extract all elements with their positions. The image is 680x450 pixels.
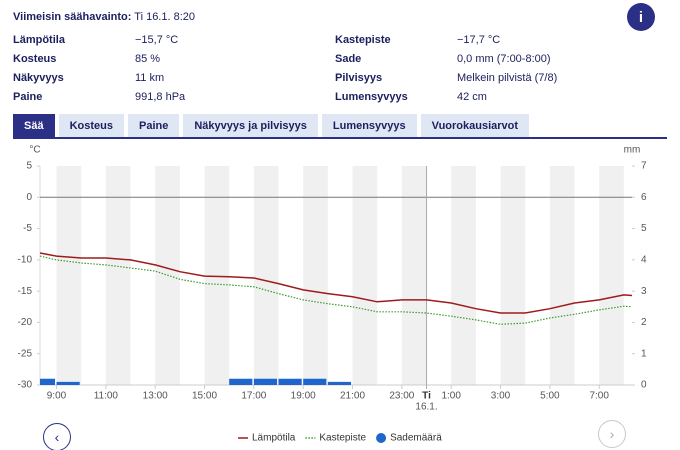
x-tick-label: 21:00 <box>340 391 365 402</box>
x-tick-label: 7:00 <box>589 391 609 402</box>
info-button[interactable]: i <box>627 3 655 31</box>
observation-value: 991,8 hPa <box>135 91 186 103</box>
series-line <box>39 252 633 314</box>
tab[interactable]: Lumensyvyys <box>321 114 417 137</box>
rain-bar <box>253 378 278 385</box>
x-tick-label: 1:00 <box>441 391 461 402</box>
observation-label: Paine <box>13 91 43 103</box>
y-tick-label: -5 <box>23 223 32 234</box>
hour-stripe <box>549 166 575 385</box>
y2-tick-label: 3 <box>641 286 647 297</box>
tab[interactable]: Kosteus <box>58 114 124 137</box>
tab[interactable]: Sää <box>13 114 55 137</box>
y-tick-label: -30 <box>18 380 33 391</box>
x-tick-label: 17:00 <box>241 391 266 402</box>
observation-value: Melkein pilvistä (7/8) <box>457 72 558 84</box>
y2-tick-label: 5 <box>641 223 647 234</box>
y-tick-label: -15 <box>18 286 33 297</box>
observation-label: Kastepiste <box>335 34 391 46</box>
tabs: Sää Kosteus Paine Näkyvyys ja pilvisyys Lume… <box>13 114 667 139</box>
y2-tick-label: 6 <box>641 192 647 203</box>
y-tick-label: 5 <box>26 161 32 172</box>
x-tick-label: 15:00 <box>192 391 217 402</box>
hour-stripe <box>352 166 378 385</box>
tab[interactable]: Vuorokausiarvot <box>420 114 530 137</box>
observation-label: Kosteus <box>13 53 57 65</box>
y2-tick-label: 2 <box>641 317 647 328</box>
observation-label: Näkyvyys <box>13 72 64 84</box>
rain-bar <box>278 378 302 385</box>
observation-value: 85 % <box>135 53 161 65</box>
y-tick-label: 0 <box>26 192 32 203</box>
hour-stripe <box>56 166 82 385</box>
chart: °C mm -30 -25 -20 -15 -10 -5 0 5 0 1 2 3 4 5 6 7 9:00 11:… <box>18 145 647 444</box>
y2-tick-label: 1 <box>641 348 647 359</box>
y-tick-label: -25 <box>18 348 33 359</box>
x-tick-label: 19:00 <box>291 391 316 402</box>
rain-bar <box>303 378 327 385</box>
tab[interactable]: Paine <box>127 114 180 137</box>
legend-label: Kastepiste <box>319 433 366 444</box>
hour-stripe <box>253 166 279 385</box>
header-time: Ti 16.1. 8:20 <box>134 11 196 23</box>
y-tick-label: -10 <box>18 254 33 265</box>
rain-bar <box>40 378 56 385</box>
x-tick-sublabel: 16.1. <box>415 402 437 413</box>
y-axis-unit: °C <box>29 145 40 156</box>
header-label: Viimeisin säähavainto: <box>13 11 132 23</box>
x-tick-label: 5:00 <box>540 391 560 402</box>
hour-stripe <box>401 166 427 385</box>
y2-tick-label: 7 <box>641 161 647 172</box>
observation-value: 42 cm <box>457 91 487 103</box>
observation-label: Lämpötila <box>13 34 65 46</box>
legend-label: Sademäärä <box>390 433 442 444</box>
x-tick-label: 23:00 <box>389 391 414 402</box>
x-tick-label: 3:00 <box>491 391 511 402</box>
header: Viimeisin säähavainto: Ti 16.1. 8:20 <box>13 11 195 23</box>
tab[interactable]: Näkyvyys ja pilvisyys <box>183 114 318 137</box>
y2-tick-label: 0 <box>641 380 647 391</box>
x-tick-label: 13:00 <box>143 391 168 402</box>
observation-value: 0,0 mm (7:00-8:00) <box>457 53 551 65</box>
observation-label: Pilvisyys <box>335 72 383 84</box>
observation-label: Lumensyvyys <box>335 91 408 103</box>
next-button[interactable]: › <box>598 420 626 448</box>
observation-value: 11 km <box>135 72 165 84</box>
y2-tick-label: 4 <box>641 254 647 265</box>
legend-swatch <box>376 433 387 443</box>
observation-value: −17,7 °C <box>457 34 501 46</box>
legend-label: Lämpötila <box>252 433 296 444</box>
x-tick-label: 11:00 <box>94 391 119 402</box>
hour-stripe <box>451 166 476 385</box>
x-tick-label: 9:00 <box>47 391 67 402</box>
observation-value: −15,7 °C <box>135 34 179 46</box>
rain-bar <box>327 381 352 385</box>
hour-stripe <box>599 166 624 385</box>
x-tick-label: Ti <box>422 391 431 402</box>
y2-axis-unit: mm <box>624 145 641 156</box>
observation-label: Sade <box>335 53 362 65</box>
hour-stripe <box>303 166 328 385</box>
y-tick-label: -20 <box>18 317 33 328</box>
rain-bar <box>229 378 253 385</box>
hour-stripe <box>500 166 526 385</box>
hour-stripe <box>105 166 131 385</box>
prev-button[interactable]: ‹ <box>43 423 71 450</box>
rain-bar <box>56 381 80 385</box>
